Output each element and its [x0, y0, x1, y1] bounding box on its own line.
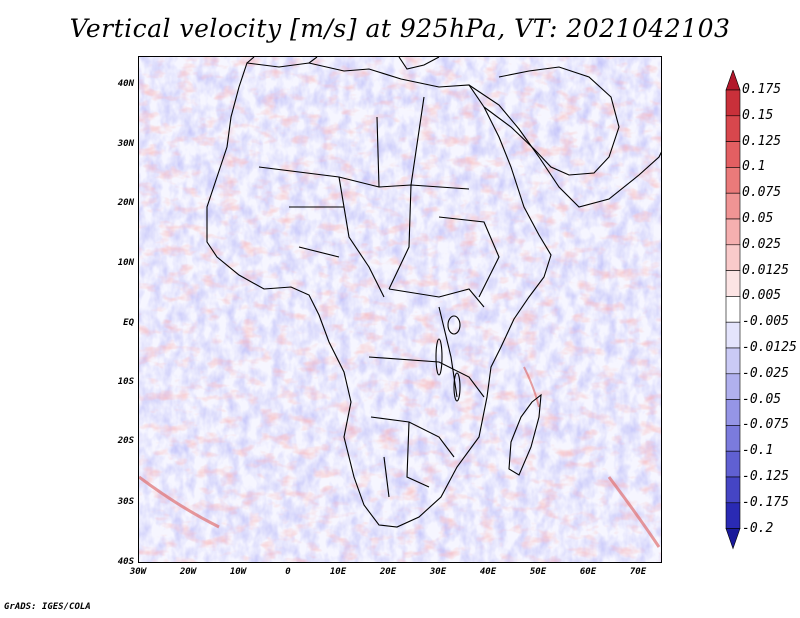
lon-label-70e: 70E — [629, 567, 647, 577]
colorbar-level-label: 0.005 — [742, 288, 782, 304]
colorbar-level-label: 0.0125 — [742, 262, 789, 278]
colorbar-bin — [725, 502, 741, 529]
colorbar-bin — [725, 115, 741, 142]
colorbar-bin — [725, 141, 741, 168]
colorbar-bin — [725, 192, 741, 220]
colorbar-bin — [725, 167, 741, 194]
colorbar-arrow-top — [725, 70, 741, 91]
coastlines-and-borders — [206, 57, 661, 528]
colorbar — [725, 70, 741, 550]
colorbar-level-label: -0.05 — [742, 391, 782, 407]
lat-label-20n: 20N — [117, 198, 134, 208]
lon-label-30e: 30E — [429, 567, 447, 577]
colorbar-bin — [725, 373, 741, 400]
lat-label-30s: 30S — [117, 497, 134, 507]
colorbar-bin — [725, 399, 741, 426]
colorbar-level-label: 0.15 — [742, 107, 774, 123]
colorbar-level-label: 0.175 — [742, 82, 782, 97]
lat-label-10s: 10S — [117, 377, 134, 387]
lat-label-10n: 10N — [117, 258, 134, 268]
lon-label-20w: 20W — [179, 567, 197, 577]
colorbar-level-label: -0.125 — [742, 469, 789, 484]
lat-label-20s: 20S — [117, 436, 134, 446]
colorbar-level-label: -0.075 — [742, 417, 789, 433]
colorbar-level-label: 0.075 — [742, 185, 782, 201]
lon-label-60e: 60E — [579, 567, 597, 577]
lon-label-0: 0 — [285, 567, 291, 577]
colorbar-bin — [725, 347, 741, 375]
colorbar-bin — [725, 244, 741, 271]
colorbar-bin — [725, 218, 741, 246]
colorbar-bin — [725, 425, 741, 452]
colorbar-level-label: -0.025 — [742, 365, 789, 381]
colorbar-level-label: 0.05 — [742, 211, 774, 226]
colorbar-bin — [725, 321, 741, 349]
map-panel — [138, 56, 662, 563]
chart-title: Vertical velocity [m/s] at 925hPa, VT: 2… — [69, 14, 731, 43]
lon-label-40e: 40E — [479, 567, 497, 577]
colorbar-level-label: -0.175 — [742, 494, 789, 510]
footer-credit: GrADS: IGES/COLA — [4, 602, 91, 612]
colorbar-level-label: -0.1 — [742, 443, 774, 459]
colorbar-level-label: 0.025 — [742, 236, 782, 252]
colorbar-level-label: 0.125 — [742, 133, 782, 149]
lat-label-40s: 40S — [117, 557, 134, 567]
colorbar-bin — [725, 476, 741, 504]
colorbar-level-label: 0.1 — [742, 159, 766, 175]
lat-label-30n: 30N — [117, 139, 134, 149]
colorbar-bin — [725, 450, 741, 478]
lat-label-40n: 40N — [117, 79, 134, 89]
lat-label-eq: EQ — [123, 318, 134, 328]
lon-label-20e: 20E — [379, 567, 397, 577]
lon-label-10w: 10W — [229, 567, 247, 577]
lon-label-50e: 50E — [529, 567, 547, 577]
colorbar-level-label: -0.2 — [742, 520, 774, 536]
colorbar-level-label: -0.0125 — [742, 340, 797, 355]
colorbar-level-label: -0.005 — [742, 314, 789, 330]
vertical-velocity-field — [139, 57, 661, 562]
colorbar-bin — [725, 270, 741, 297]
colorbar-arrow-bottom — [725, 528, 741, 550]
colorbar-bin — [725, 296, 741, 323]
colorbar-bin — [725, 89, 741, 117]
lon-label-30w: 30W — [129, 567, 147, 577]
lon-label-10e: 10E — [329, 567, 347, 577]
